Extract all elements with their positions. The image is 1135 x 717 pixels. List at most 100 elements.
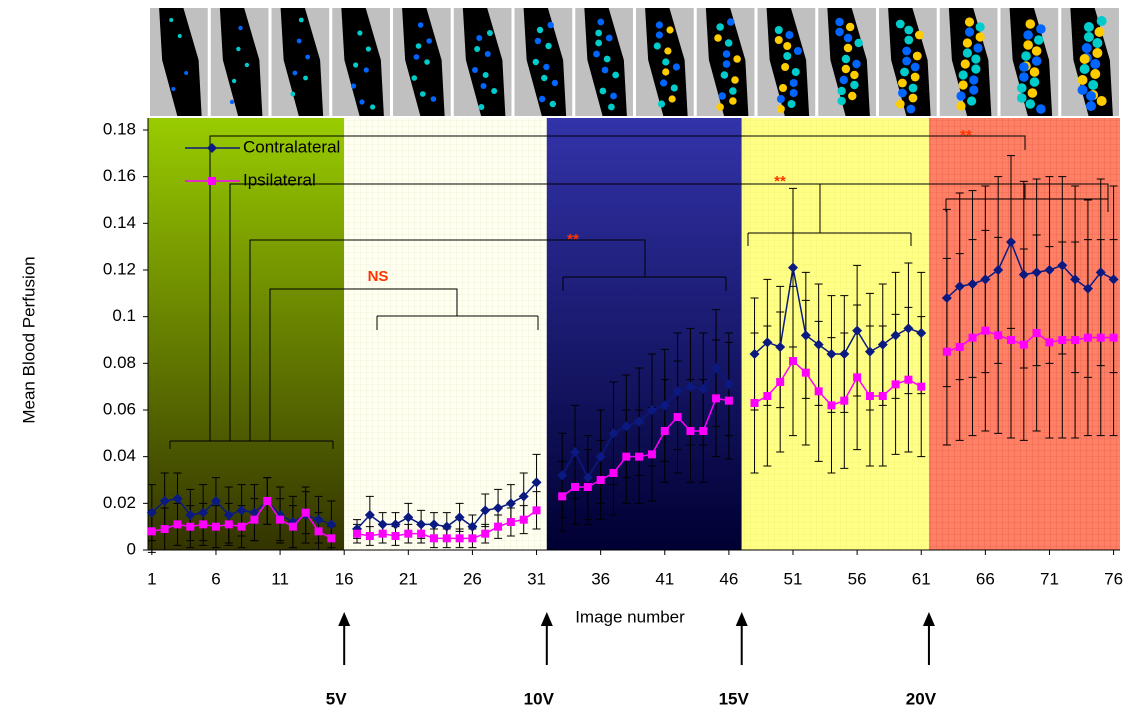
thumbnail-spot: [1031, 56, 1042, 66]
point: [646, 405, 657, 415]
point: [596, 476, 605, 484]
point: [981, 326, 990, 335]
point: [454, 512, 465, 523]
thumbnail-spot: [975, 32, 985, 42]
point: [223, 510, 234, 520]
thumbnail-spot: [1021, 51, 1031, 61]
point: [776, 378, 785, 386]
thumbnail-spot: [904, 35, 914, 45]
point: [595, 451, 606, 462]
point: [968, 333, 977, 342]
thumbnail-spot: [236, 46, 241, 52]
point: [186, 522, 195, 531]
point: [903, 323, 914, 334]
thumbnail-foot: [523, 8, 567, 116]
point: [621, 421, 632, 432]
point: [955, 343, 964, 351]
thumbnail-spot: [716, 103, 724, 111]
x-tick-label: 11: [271, 569, 289, 588]
thumbnail-spot: [1016, 93, 1027, 103]
thumbnail-spot: [902, 46, 912, 56]
thumbnail-spot: [666, 26, 674, 34]
point: [288, 522, 297, 531]
thumbnail-spot: [472, 67, 479, 73]
point: [1070, 274, 1081, 285]
y-axis-label: Mean Blood Perfusion: [19, 256, 38, 423]
point: [775, 342, 786, 352]
thumbnail-spot: [413, 54, 420, 60]
y-tick-label: 0.16: [103, 166, 136, 185]
point: [801, 368, 810, 377]
point: [493, 503, 504, 513]
point: [609, 469, 618, 477]
thumbnail-spot: [716, 23, 724, 31]
point: [236, 505, 247, 516]
thumbnail-spot: [789, 89, 798, 97]
x-tick-label: 1: [147, 569, 156, 588]
thumbnail-spot: [841, 64, 851, 74]
thumbnail-spot: [171, 87, 176, 91]
thumbnail-spot: [779, 84, 788, 92]
thumbnail-spot: [848, 91, 857, 101]
thumbnail-spot: [776, 105, 785, 113]
thumbnail-spot: [1086, 101, 1097, 111]
y-tick-label: 0.02: [103, 493, 136, 512]
point: [942, 347, 951, 356]
point: [890, 330, 901, 341]
thumbnail-spot: [895, 99, 905, 109]
thumbnail-spot: [484, 51, 491, 57]
thumbnail-spot: [298, 17, 304, 23]
point: [941, 293, 952, 303]
point: [673, 413, 682, 421]
point: [853, 373, 862, 382]
thumbnail-spot: [956, 101, 966, 111]
y-tick-label: 0.08: [103, 353, 136, 372]
thumbnail-spot: [783, 42, 792, 50]
thumbnail-spot: [662, 58, 670, 66]
point: [698, 384, 709, 394]
point: [711, 363, 722, 373]
thumbnail-spot: [601, 66, 609, 74]
point: [723, 379, 734, 390]
point: [467, 521, 478, 532]
point: [571, 483, 580, 491]
thumbnail-foot: [219, 8, 263, 116]
point: [403, 512, 414, 523]
thumbnail-spot: [1016, 83, 1027, 93]
point: [583, 483, 592, 491]
thumbnail-spot: [672, 63, 680, 71]
thumbnail-spot: [785, 31, 794, 39]
thumbnail-spot: [229, 99, 235, 105]
thumbnail-spot: [662, 68, 670, 76]
point: [365, 532, 374, 540]
point: [582, 472, 593, 483]
thumbnail-foot: [402, 8, 445, 116]
point: [852, 325, 863, 336]
point: [1058, 336, 1067, 344]
x-tick-label: 56: [848, 569, 867, 588]
x-tick-label: 26: [463, 569, 482, 588]
thumbnail-spot: [653, 42, 661, 50]
thumbnail-spot: [549, 100, 556, 108]
point: [301, 508, 310, 517]
x-tick-label: 71: [1040, 569, 1059, 588]
legend-label: Ipsilateral: [243, 170, 316, 189]
region: [741, 118, 929, 550]
thumbnail-spot: [430, 96, 437, 102]
thumbnail-spot: [914, 30, 924, 40]
thumbnail-spot: [657, 100, 666, 108]
thumbnail-spot: [292, 70, 298, 76]
thumbnail-spot: [607, 103, 615, 111]
thumbnail-spot: [365, 46, 371, 52]
point: [198, 507, 209, 518]
point: [377, 519, 388, 530]
thumbnail-spot: [359, 99, 365, 105]
point: [314, 527, 323, 536]
thumbnail-spot: [908, 93, 918, 103]
thumbnail-spot: [1077, 85, 1088, 95]
thumbnail-spot: [1023, 40, 1033, 50]
point: [839, 349, 850, 359]
thumbnail-spot: [543, 63, 550, 71]
stimulus-label: 5V: [326, 689, 347, 708]
